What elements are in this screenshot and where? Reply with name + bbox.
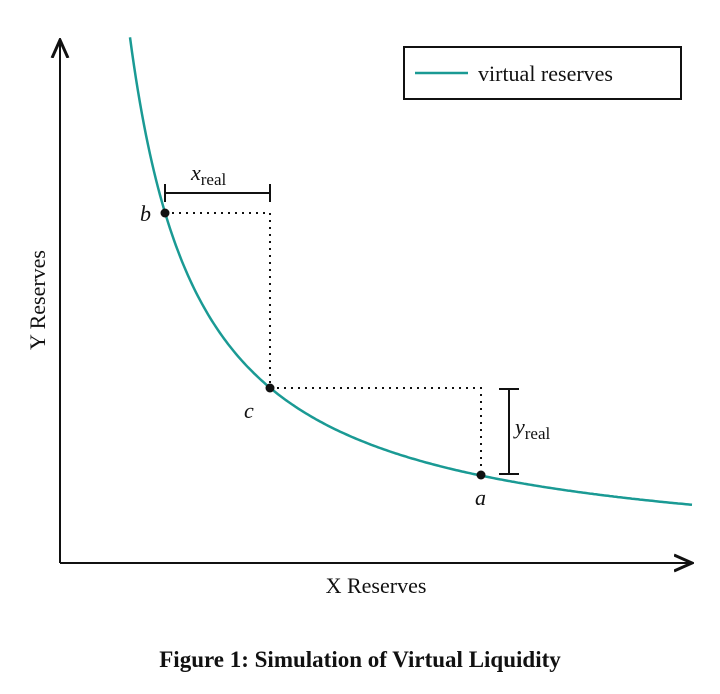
y-axis-label: Y Reserves (25, 250, 50, 350)
guide-b-c (165, 212, 271, 388)
point-b (160, 208, 170, 218)
label-base: y (513, 414, 525, 439)
x-axis-label: X Reserves (326, 573, 427, 598)
x-real-label: xreal (190, 160, 227, 189)
point-label: c (244, 398, 254, 423)
x-bracket (164, 184, 271, 202)
legend: virtual reserves (403, 46, 682, 100)
point-label: a (475, 485, 486, 510)
point-label: b (140, 201, 151, 226)
label-sub: real (525, 424, 551, 443)
y-real-label: yreal (513, 414, 551, 443)
guides (165, 212, 482, 475)
label-sub: real (201, 170, 227, 189)
point-a (476, 470, 486, 480)
point-c (265, 383, 275, 393)
caption: Figure 1: Simulation of Virtual Liquidit… (159, 647, 561, 672)
y-bracket (499, 388, 519, 475)
curve (128, 37, 693, 507)
label-base: x (190, 160, 201, 185)
guide-c-a (270, 387, 482, 475)
legend-label: virtual reserves (478, 61, 613, 86)
points (160, 208, 486, 480)
